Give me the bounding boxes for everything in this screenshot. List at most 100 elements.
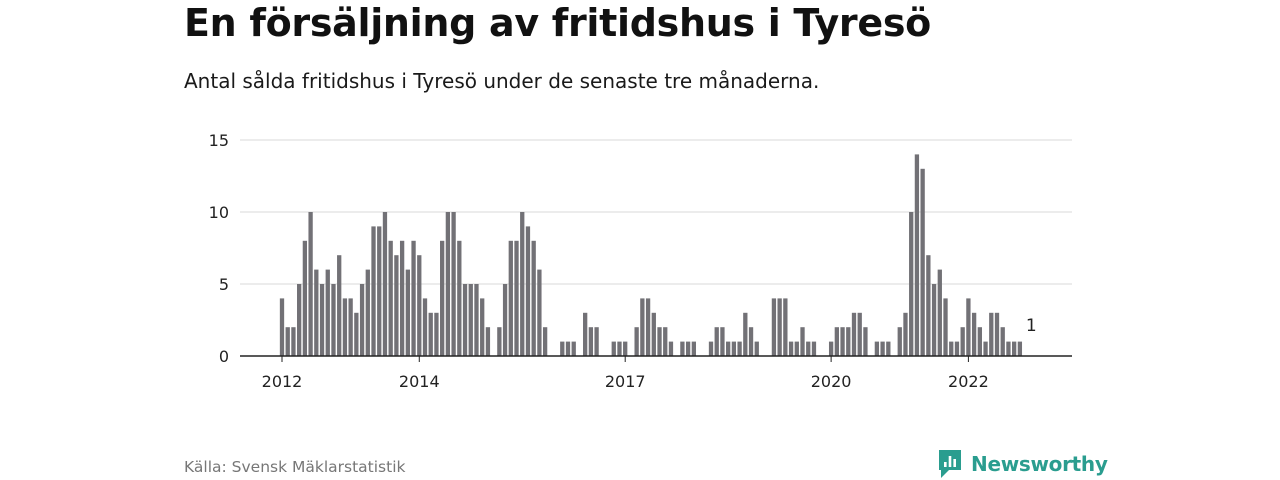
bar bbox=[994, 312, 1000, 356]
bar bbox=[279, 298, 285, 356]
bar bbox=[1000, 327, 1005, 356]
bar bbox=[731, 341, 737, 356]
bar bbox=[983, 341, 988, 356]
x-tick-label: 2017 bbox=[605, 372, 646, 391]
bar-chart: 0 5 10 15 1 2012 2014 2017 2020 2022 bbox=[209, 131, 1072, 391]
bar bbox=[863, 327, 868, 356]
bar bbox=[914, 154, 920, 356]
bar bbox=[382, 212, 388, 356]
bar bbox=[457, 240, 462, 356]
brand-logo[interactable]: Newsworthy bbox=[937, 449, 1108, 479]
bar bbox=[834, 327, 839, 356]
bar bbox=[314, 269, 319, 356]
y-tick-label: 0 bbox=[219, 347, 229, 366]
x-tick-label: 2014 bbox=[399, 372, 440, 391]
x-tick-label: 2022 bbox=[948, 372, 989, 391]
bar bbox=[783, 298, 788, 356]
y-tick-label: 15 bbox=[209, 131, 229, 150]
bar-value-label: 1 bbox=[1026, 316, 1037, 336]
bar bbox=[640, 298, 645, 356]
chart-subtitle: Antal sålda fritidshus i Tyresö under de… bbox=[184, 69, 820, 93]
bar bbox=[537, 269, 542, 356]
bar bbox=[354, 312, 359, 356]
bar bbox=[542, 327, 548, 356]
bar bbox=[788, 341, 794, 356]
bar bbox=[342, 298, 348, 356]
bar bbox=[565, 341, 571, 356]
bar bbox=[685, 341, 691, 356]
brand-name: Newsworthy bbox=[971, 452, 1108, 476]
bar bbox=[949, 341, 954, 356]
bar bbox=[800, 327, 805, 356]
bar bbox=[806, 341, 811, 356]
bar bbox=[857, 312, 862, 356]
bar bbox=[440, 240, 445, 356]
bar bbox=[331, 284, 336, 356]
bar bbox=[851, 312, 857, 356]
chart-title: En försäljning av fritidshus i Tyresö bbox=[184, 1, 931, 45]
bar bbox=[417, 255, 422, 356]
bar bbox=[903, 312, 908, 356]
bar bbox=[828, 341, 834, 356]
bar bbox=[485, 327, 491, 356]
bar bbox=[691, 341, 696, 356]
bar bbox=[434, 312, 439, 356]
bar bbox=[502, 284, 508, 356]
bar bbox=[708, 341, 714, 356]
bar bbox=[291, 327, 296, 356]
bar bbox=[520, 212, 525, 356]
bar bbox=[1006, 341, 1011, 356]
bar bbox=[954, 341, 960, 356]
bar bbox=[971, 312, 977, 356]
bar bbox=[525, 226, 531, 356]
bar bbox=[937, 269, 942, 356]
bar bbox=[1017, 341, 1023, 356]
source-note: Källa: Svensk Mäklarstatistik bbox=[184, 458, 406, 476]
newsworthy-logo-icon bbox=[939, 450, 961, 478]
bar bbox=[726, 341, 731, 356]
bar bbox=[617, 341, 622, 356]
bar bbox=[680, 341, 685, 356]
bar bbox=[411, 240, 416, 356]
bar bbox=[462, 284, 468, 356]
bar bbox=[846, 327, 851, 356]
bar bbox=[931, 284, 937, 356]
bar bbox=[348, 298, 353, 356]
bar bbox=[943, 298, 948, 356]
x-tick-label: 2012 bbox=[262, 372, 303, 391]
bar bbox=[445, 212, 451, 356]
bar bbox=[720, 327, 725, 356]
bar bbox=[645, 298, 651, 356]
axes: 0 5 10 15 1 2012 2014 2017 2020 2022 bbox=[209, 131, 1072, 391]
bar bbox=[960, 327, 965, 356]
bar bbox=[977, 327, 982, 356]
bar bbox=[474, 284, 479, 356]
bar bbox=[657, 327, 662, 356]
bar bbox=[926, 255, 931, 356]
bar bbox=[1012, 341, 1017, 356]
bar bbox=[480, 298, 485, 356]
bar bbox=[583, 312, 588, 356]
bar bbox=[594, 327, 599, 356]
bar bbox=[451, 212, 456, 356]
bar bbox=[966, 298, 971, 356]
bar bbox=[777, 298, 782, 356]
bar bbox=[651, 312, 656, 356]
bar bbox=[897, 327, 902, 356]
bar bbox=[319, 284, 325, 356]
bar bbox=[422, 298, 428, 356]
bar bbox=[560, 341, 565, 356]
bar bbox=[754, 341, 759, 356]
x-tick-label: 2020 bbox=[811, 372, 852, 391]
bar bbox=[909, 212, 914, 356]
y-tick-label: 5 bbox=[219, 275, 229, 294]
gridlines bbox=[240, 139, 1072, 285]
bar bbox=[514, 240, 519, 356]
bar bbox=[497, 327, 502, 356]
bar bbox=[405, 269, 410, 356]
bar bbox=[508, 240, 513, 356]
bar bbox=[737, 341, 742, 356]
bar bbox=[297, 284, 302, 356]
bar bbox=[325, 269, 330, 356]
bar bbox=[399, 240, 405, 356]
